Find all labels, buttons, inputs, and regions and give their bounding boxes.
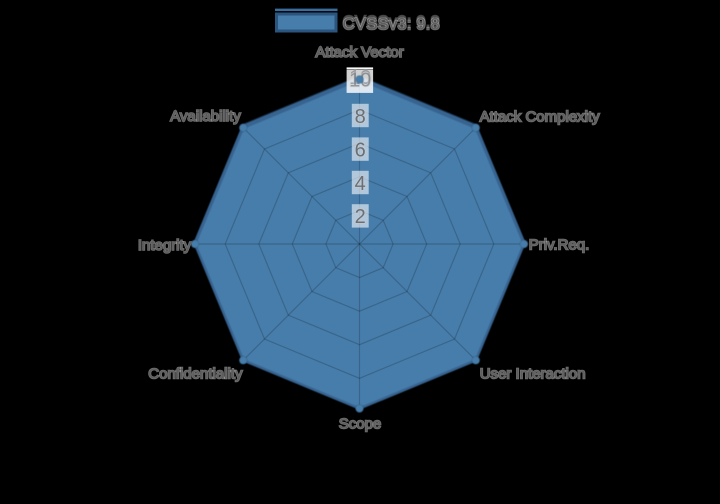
- svg-text:Priv.Req.: Priv.Req.: [529, 237, 590, 254]
- svg-text:Scope: Scope: [339, 416, 382, 433]
- svg-text:User Interaction: User Interaction: [480, 366, 586, 383]
- svg-text:Availability: Availability: [170, 108, 241, 125]
- svg-text:Attack Vector: Attack Vector: [315, 44, 403, 61]
- svg-text:4: 4: [355, 173, 366, 195]
- svg-text:Confidentiality: Confidentiality: [148, 366, 243, 383]
- svg-text:2: 2: [355, 206, 366, 228]
- svg-text:8: 8: [355, 106, 366, 128]
- svg-text:CVSSv3: 9.8: CVSSv3: 9.8: [343, 15, 440, 34]
- svg-text:Integrity: Integrity: [138, 237, 192, 254]
- svg-text:6: 6: [355, 139, 366, 161]
- svg-text:CVSSv3: 9.8: CVSSv3: 9.8: [343, 12, 440, 31]
- svg-text:Attack Complexity: Attack Complexity: [480, 109, 601, 126]
